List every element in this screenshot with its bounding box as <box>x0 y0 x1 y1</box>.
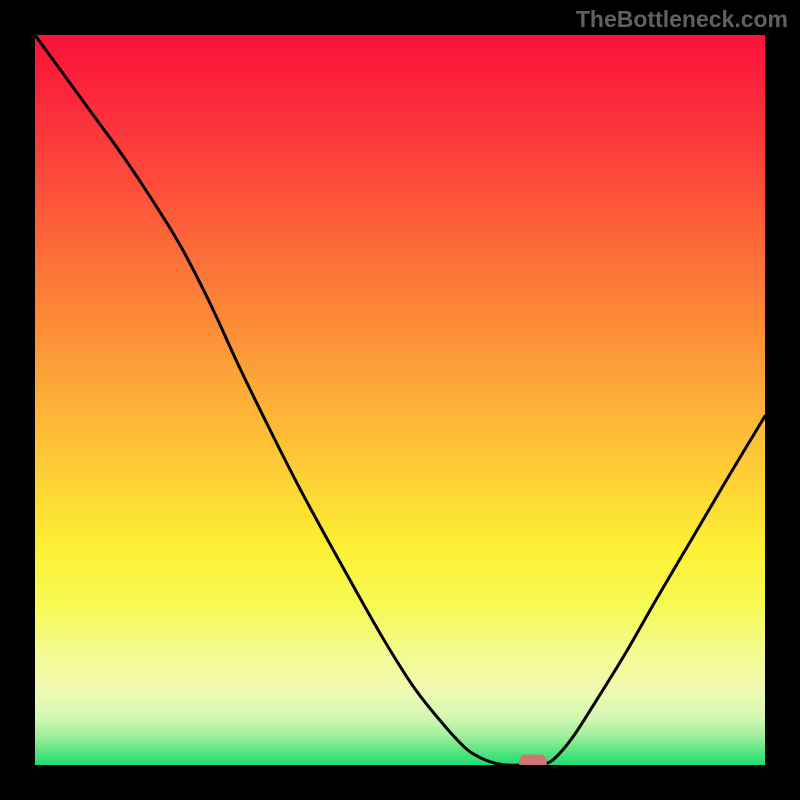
optimal-marker <box>519 755 547 766</box>
watermark-text: TheBottleneck.com <box>576 6 788 33</box>
bottleneck-chart <box>35 35 765 765</box>
chart-svg <box>35 35 765 765</box>
chart-background <box>35 35 765 765</box>
